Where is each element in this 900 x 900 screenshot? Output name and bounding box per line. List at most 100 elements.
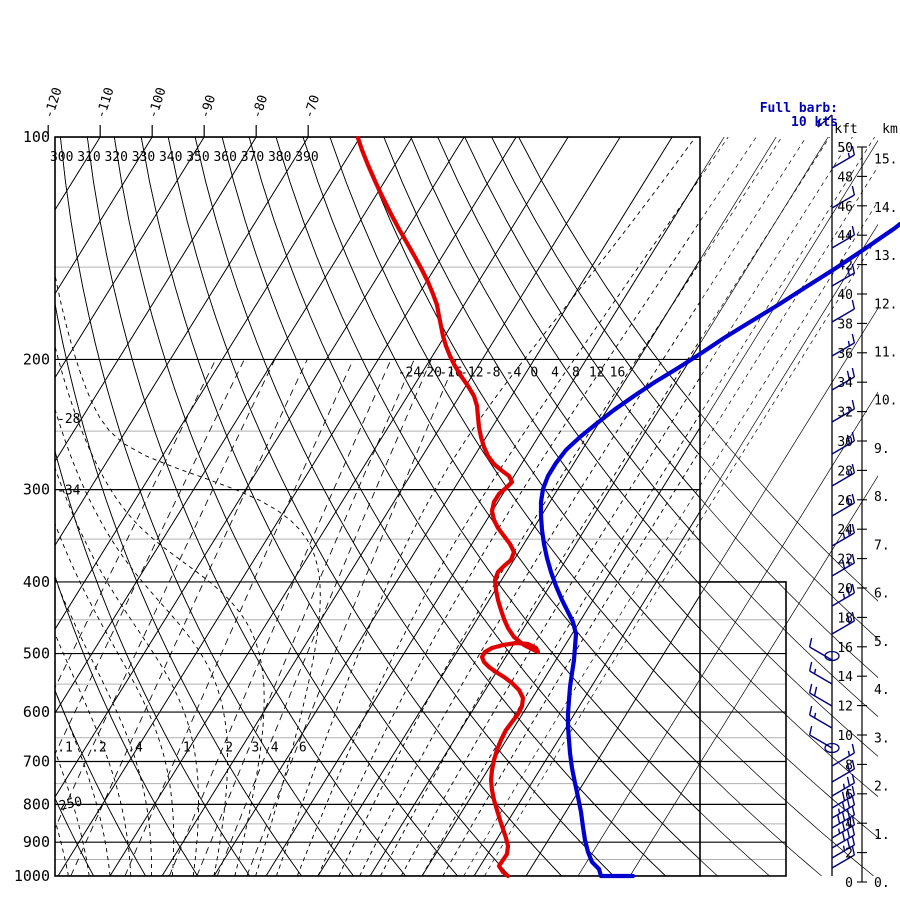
wind-barb-full	[841, 801, 846, 811]
isotherm-lr	[473, 223, 878, 876]
wind-barb-full	[846, 798, 851, 809]
wind-barb-full	[851, 583, 856, 594]
pressure-tick-label: 300	[23, 481, 50, 499]
theta-top-label: 330	[132, 150, 155, 165]
isotherm-lr	[369, 137, 829, 876]
wind-barb-full	[846, 788, 851, 799]
kft-tick-label: 2	[845, 847, 853, 862]
kft-axis-header: kft	[834, 122, 857, 137]
moist-adiabat-lr	[442, 165, 878, 876]
mid-isotherm-label: 0	[530, 365, 538, 380]
wind-barb-full	[851, 463, 856, 474]
wind-barb-shaft	[831, 342, 855, 357]
moist-adiabat-lr	[55, 344, 265, 876]
km-tick-label: 0.	[874, 876, 890, 891]
wind-barb-full	[808, 683, 813, 694]
wind-barb-full	[846, 762, 851, 773]
theta-top-label: 300	[50, 150, 73, 165]
dry-adiabat-lr	[55, 797, 94, 876]
moist-adiabat-lr	[338, 137, 783, 876]
mid-isotherm-label: -12	[460, 365, 483, 380]
kft-tick-label: 46	[837, 200, 853, 215]
wind-barb-full	[836, 814, 841, 824]
dry-adiabat-lr	[113, 137, 458, 876]
wind-barbs	[808, 145, 856, 869]
kft-tick-label: 30	[837, 435, 853, 450]
mid-isotherm-label: -24	[398, 365, 422, 380]
wind-barb-shaft	[831, 502, 855, 517]
pressure-tick-label: 800	[23, 795, 50, 813]
full-barb-legend-line1: Full barb:	[760, 101, 838, 116]
wind-barb-full	[851, 845, 856, 856]
dry-adiabat-lr	[518, 137, 878, 602]
wind-barb-full	[851, 367, 856, 378]
mixing-ratio-lines	[55, 359, 457, 876]
km-tick-label: 9.	[874, 442, 890, 457]
wind-barb-shaft	[831, 814, 855, 829]
dry-adiabat-lr	[194, 137, 614, 876]
mixing-ratio-line	[169, 359, 392, 876]
dry-adiabat-lr	[464, 137, 878, 678]
dry-adiabat-lr	[491, 137, 878, 640]
km-tick-label: 5.	[874, 635, 890, 650]
wind-barb-shaft	[831, 194, 855, 209]
wind-barb-full	[846, 808, 851, 819]
isotherm-lr	[55, 137, 205, 379]
wind-barb-full	[846, 434, 851, 445]
moist-adiabat-lr	[421, 137, 875, 876]
theta-top-label: 380	[268, 150, 291, 165]
wind-barb-full	[851, 553, 856, 564]
wind-barb-half	[813, 668, 817, 674]
km-tick-label: 10.	[874, 394, 897, 409]
wind-barb-shaft	[831, 308, 855, 323]
wind-barb-half	[837, 808, 841, 814]
pressure-tick-label: 700	[23, 753, 50, 771]
theta-top-label: 360	[213, 150, 236, 165]
left-temp-label: -34	[57, 484, 81, 499]
wind-barb-full	[846, 838, 851, 849]
moist-adiabat-lr	[296, 137, 729, 876]
dry-adiabat-lr	[275, 137, 770, 876]
wind-barb-half	[847, 750, 851, 756]
kft-tick-label: 24	[837, 523, 853, 538]
wind-barb-full	[813, 686, 818, 697]
kft-tick-label: 48	[837, 170, 853, 185]
mid-isotherm-label: 8	[572, 365, 580, 380]
series-temperature	[538, 221, 900, 879]
kft-tick-label: 4	[845, 817, 853, 832]
wind-barb-full	[851, 493, 856, 504]
theta-top-label: 320	[104, 150, 127, 165]
wind-barb-shaft	[831, 804, 855, 819]
km-tick-label: 11.	[874, 345, 897, 360]
kft-tick-label: 12	[837, 700, 853, 715]
dry-adiabat-lr	[55, 575, 198, 876]
kft-tick-label: 40	[837, 288, 853, 303]
isotherm-lr	[55, 137, 465, 798]
wind-barb-shaft	[831, 782, 855, 797]
dry-adiabat-lr	[302, 137, 822, 876]
isotherm-lr	[57, 137, 517, 876]
theta-top-label: 390	[295, 150, 318, 165]
wind-barb-full	[851, 225, 856, 236]
wind-barb-half	[847, 152, 851, 158]
dry-adiabats-lower-right	[55, 137, 878, 876]
plot-frame-lower-right	[700, 581, 787, 877]
wind-barb-full	[841, 559, 846, 569]
kft-tick-label: 36	[837, 347, 853, 362]
moist-adiabat-lr	[484, 235, 878, 876]
pressure-tick-label: 100	[23, 128, 50, 146]
wind-barb-half	[842, 593, 846, 599]
km-tick-label: 14.	[874, 201, 897, 216]
wind-calm-circle	[824, 742, 840, 754]
mixing-ratio-label: 1	[183, 741, 191, 756]
dry-adiabat-lr	[167, 137, 562, 876]
mixing-ratio-line	[196, 359, 415, 876]
profile-line	[355, 135, 541, 879]
wind-barb-shaft	[831, 154, 855, 169]
dry-adiabat-lr	[140, 137, 510, 876]
wind-barb-shaft	[831, 752, 855, 767]
wind-barb-full	[846, 370, 851, 381]
pressure-tick-label: 900	[23, 833, 50, 851]
wind-barb-full	[851, 399, 856, 410]
